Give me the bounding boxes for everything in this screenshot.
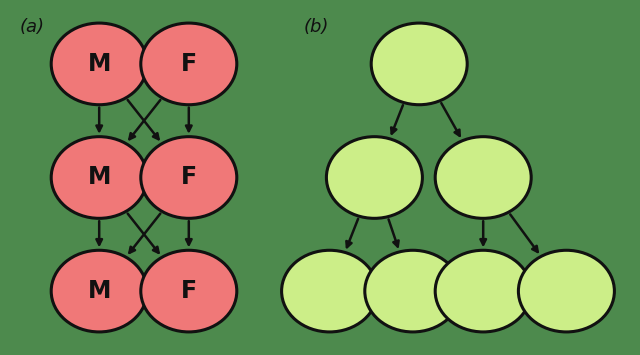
Text: (a): (a) [19,18,44,36]
Text: M: M [88,165,111,190]
Text: (b): (b) [304,18,330,36]
Text: F: F [180,279,197,303]
Ellipse shape [51,250,147,332]
Text: F: F [180,165,197,190]
Text: F: F [180,52,197,76]
Ellipse shape [282,250,378,332]
Ellipse shape [371,23,467,105]
Ellipse shape [435,250,531,332]
Ellipse shape [51,23,147,105]
Ellipse shape [141,23,237,105]
Ellipse shape [435,137,531,218]
Ellipse shape [141,250,237,332]
Ellipse shape [141,137,237,218]
Ellipse shape [51,137,147,218]
Ellipse shape [326,137,422,218]
Ellipse shape [518,250,614,332]
Text: M: M [88,279,111,303]
Text: M: M [88,52,111,76]
Ellipse shape [365,250,461,332]
